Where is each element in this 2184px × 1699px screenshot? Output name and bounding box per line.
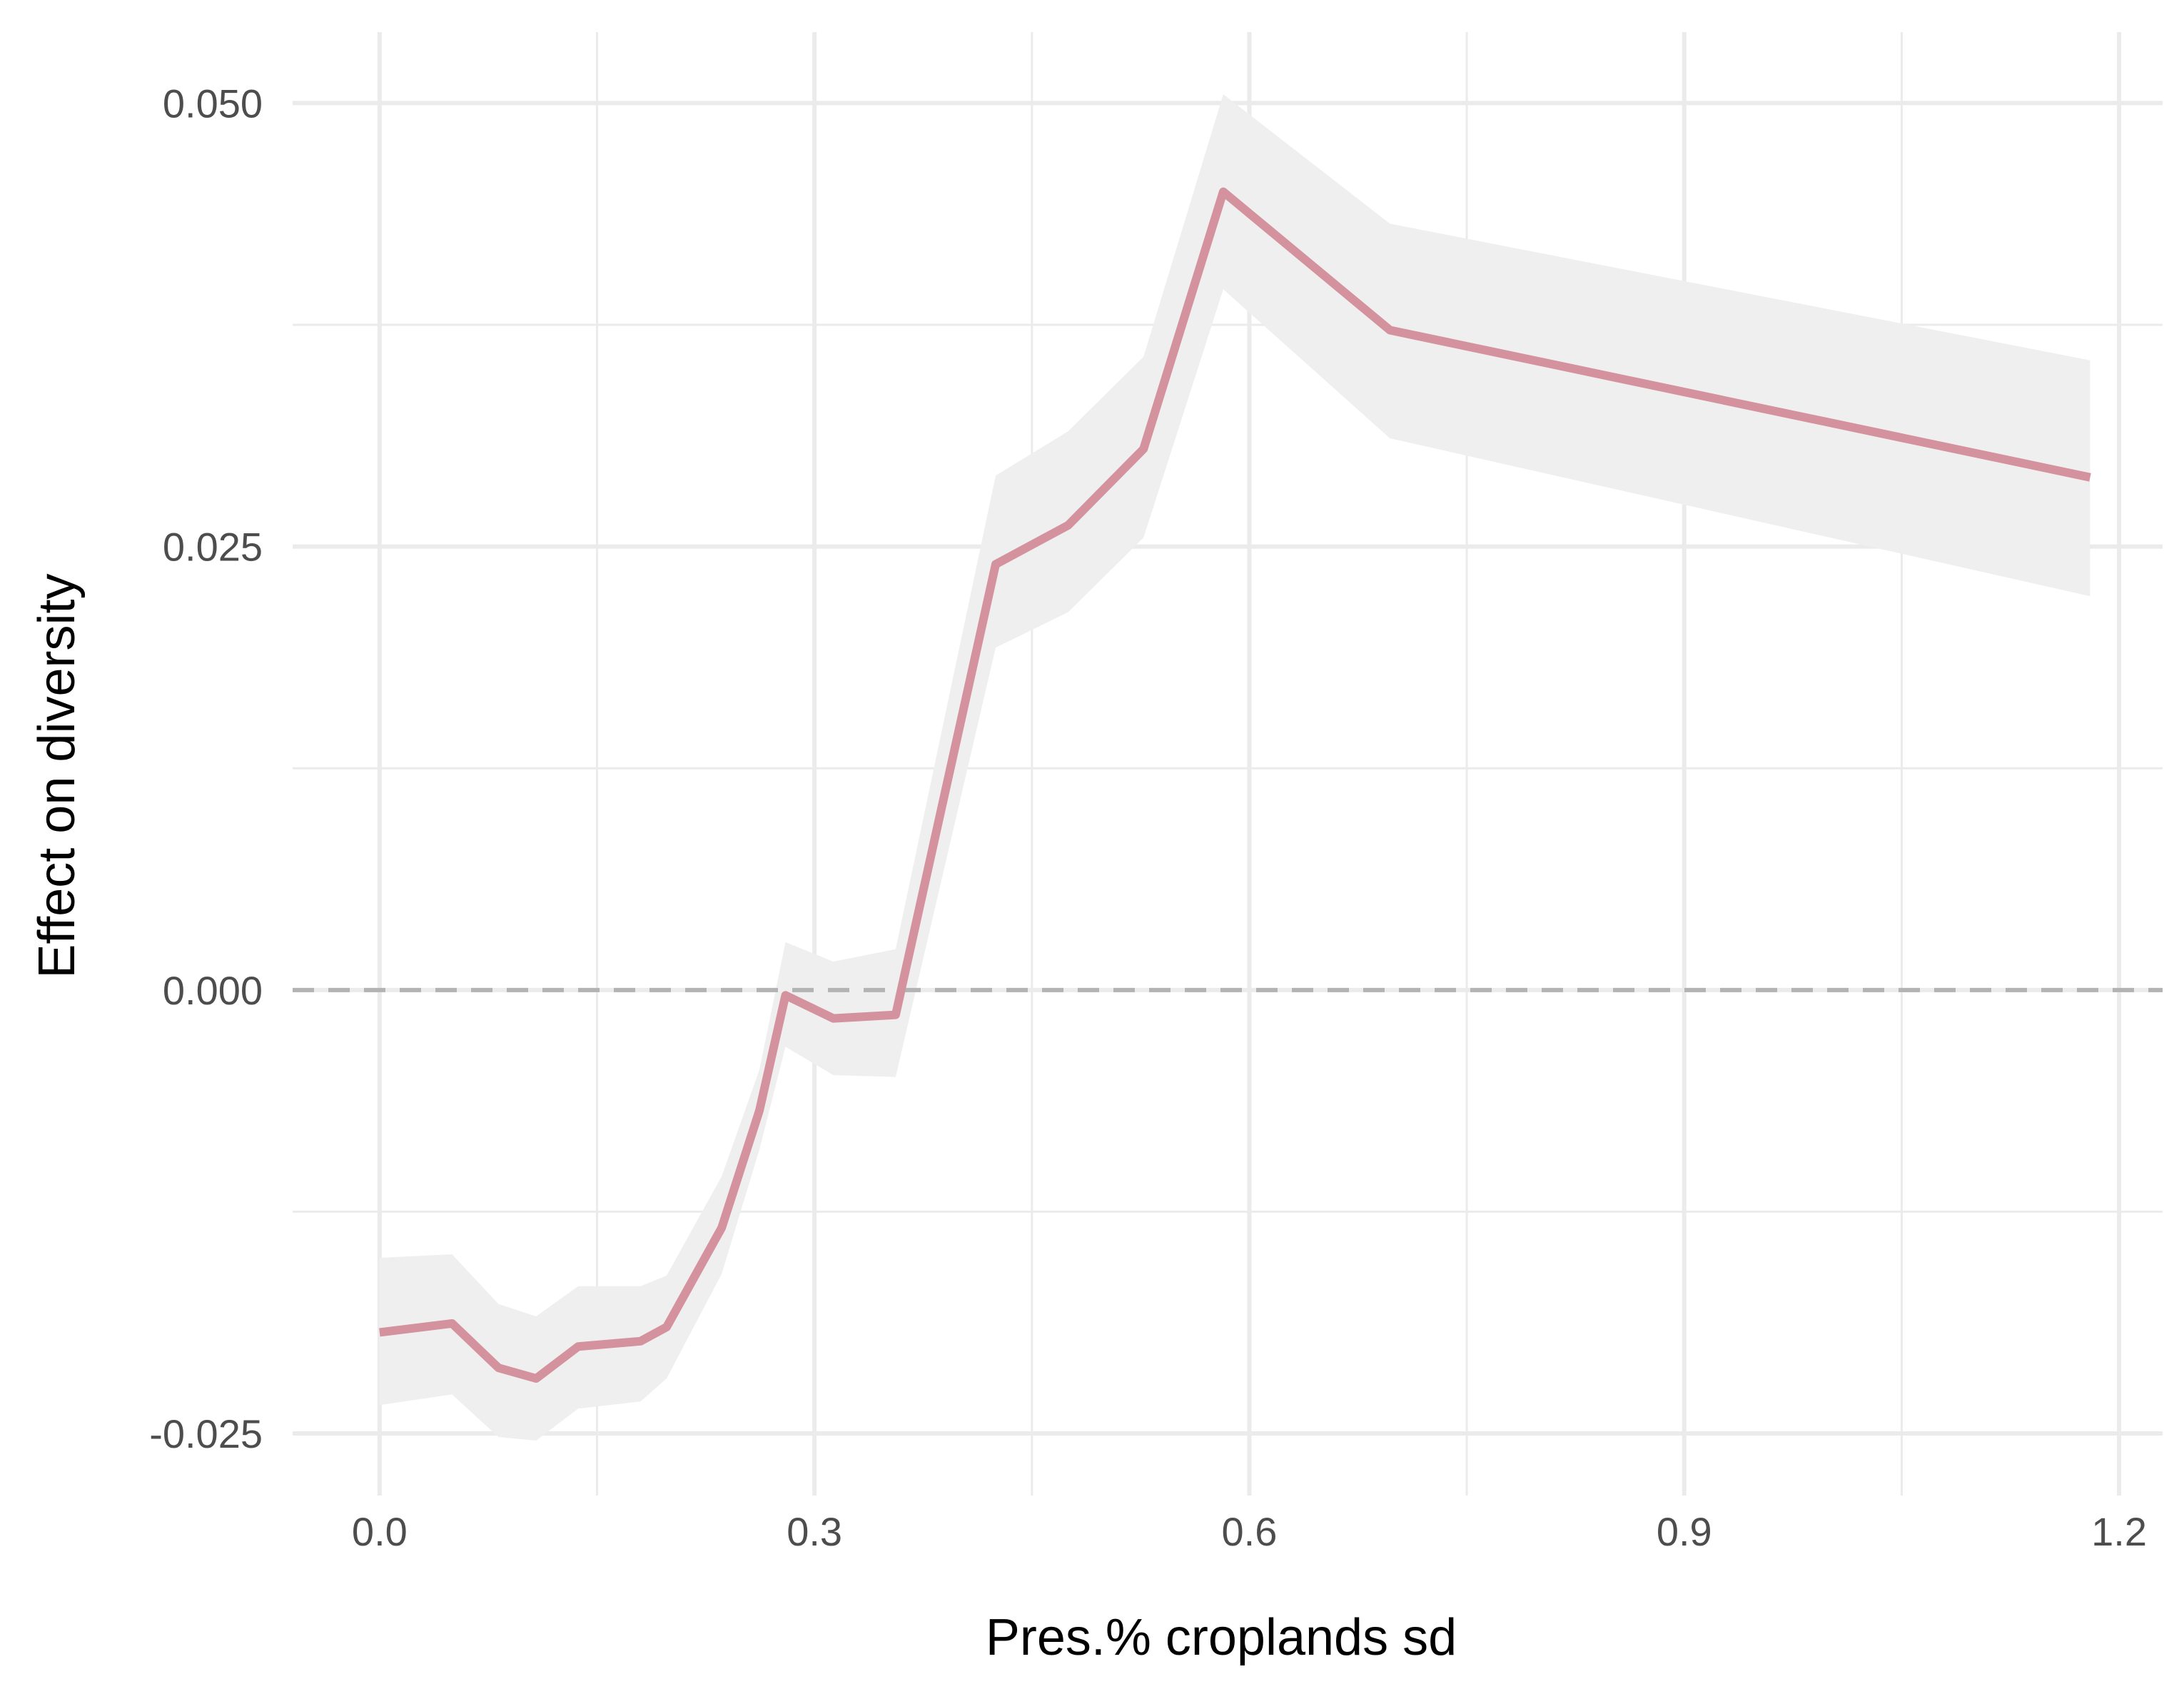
series-line-layer	[379, 187, 2091, 1383]
y-axis-title: Effect on diversity	[29, 574, 86, 979]
x-tick-label: 0.0	[352, 1509, 408, 1554]
y-tick-label: -0.025	[149, 1411, 263, 1456]
y-tick-label: 0.000	[163, 968, 263, 1013]
y-tick-label: 0.050	[163, 81, 263, 126]
x-tick-labels: 0.0 0.3 0.6 0.9 1.2	[352, 1509, 2147, 1554]
x-tick-label: 1.2	[2091, 1509, 2147, 1554]
confidence-band-layer	[379, 94, 2091, 1441]
confidence-band	[379, 94, 2091, 1441]
y-tick-label: 0.025	[163, 525, 263, 570]
x-tick-label: 0.6	[1222, 1509, 1278, 1554]
x-tick-label: 0.9	[1657, 1509, 1712, 1554]
x-axis-title: Pres.% croplands sd	[986, 1609, 1457, 1666]
x-tick-label: 0.3	[787, 1509, 842, 1554]
y-tick-labels: -0.025 0.000 0.025 0.050	[149, 81, 263, 1456]
series-line	[379, 187, 2091, 1383]
